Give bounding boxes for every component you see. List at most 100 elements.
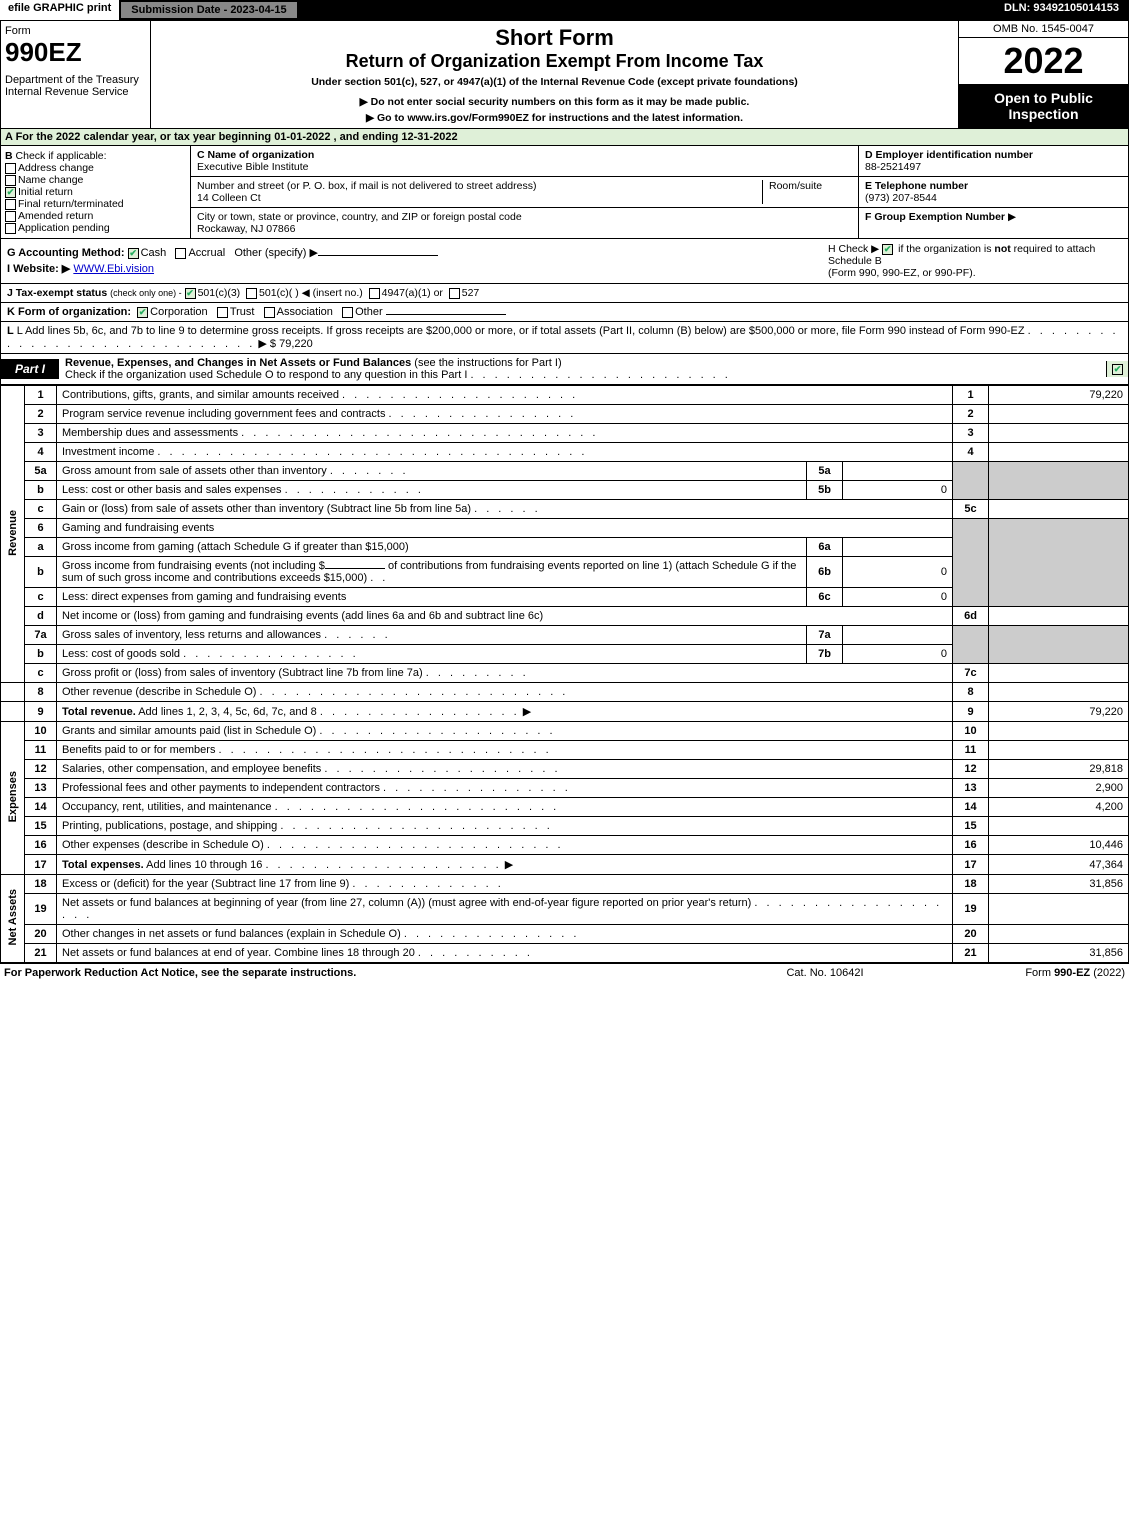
k-other-blank[interactable] <box>386 314 506 315</box>
ln-6-t: Gaming and fundraising events <box>57 519 953 538</box>
ln-17-n: 17 <box>25 855 57 875</box>
section-l: L L Add lines 5b, 6c, and 7b to line 9 t… <box>0 322 1129 354</box>
ln-10-rn: 10 <box>953 722 989 741</box>
ln-6d-n: d <box>25 607 57 626</box>
f-label: F Group Exemption Number <box>865 211 1005 223</box>
row-11: 11 Benefits paid to or for members . . .… <box>1 741 1129 760</box>
ln-7a-t: Gross sales of inventory, less returns a… <box>62 629 321 641</box>
c-city: Rockaway, NJ 07866 <box>197 223 295 235</box>
subtitle-1: Under section 501(c), 527, or 4947(a)(1)… <box>155 76 954 88</box>
ln-6d-rn: 6d <box>953 607 989 626</box>
ln-21-rn: 21 <box>953 944 989 963</box>
b-item-3: Final return/terminated <box>18 198 124 210</box>
part-i-check-line: Check if the organization used Schedule … <box>65 369 467 381</box>
header-mid: Short Form Return of Organization Exempt… <box>151 21 958 128</box>
ln-18-t: Excess or (deficit) for the year (Subtra… <box>62 878 349 890</box>
ln-6a-sub: 6a <box>807 538 843 557</box>
ln-19-t: Net assets or fund balances at beginning… <box>62 897 751 909</box>
chk-other-org[interactable] <box>342 307 353 318</box>
ln-16-amt: 10,446 <box>989 836 1129 855</box>
row-7a: 7a Gross sales of inventory, less return… <box>1 626 1129 645</box>
part-i-check[interactable] <box>1106 361 1128 377</box>
side-blank-1 <box>1 683 25 702</box>
chk-accrual[interactable] <box>175 248 186 259</box>
ln-4-n: 4 <box>25 443 57 462</box>
ln-6a-t: Gross income from gaming (attach Schedul… <box>62 541 409 553</box>
chk-assoc[interactable] <box>264 307 275 318</box>
chk-501c3[interactable] <box>185 288 196 299</box>
row-20: 20 Other changes in net assets or fund b… <box>1 925 1129 944</box>
ln-6b-n: b <box>25 557 57 588</box>
ln-5ab-shade-amt <box>989 462 1129 500</box>
ln-5a-n: 5a <box>25 462 57 481</box>
k-label: K Form of organization: <box>7 306 131 318</box>
ln-6-n: 6 <box>25 519 57 538</box>
footer-right-pre: Form <box>1025 967 1054 979</box>
b-item-1: Name change <box>18 174 83 186</box>
row-18: Net Assets 18 Excess or (deficit) for th… <box>1 875 1129 894</box>
ln-2-n: 2 <box>25 405 57 424</box>
row-14: 14 Occupancy, rent, utilities, and maint… <box>1 798 1129 817</box>
ln-16-t: Other expenses (describe in Schedule O) <box>62 839 264 851</box>
chk-name-change[interactable] <box>5 175 16 186</box>
l-value: 79,220 <box>279 338 313 350</box>
chk-application-pending[interactable] <box>5 223 16 234</box>
b-item-5: Application pending <box>18 222 110 234</box>
chk-address-change[interactable] <box>5 163 16 174</box>
ln-5c-n: c <box>25 500 57 519</box>
irs-link[interactable]: www.irs.gov/Form990EZ <box>407 112 529 124</box>
chk-h[interactable] <box>882 244 893 255</box>
chk-corp[interactable] <box>137 307 148 318</box>
ln-6c-subamt: 0 <box>843 588 953 607</box>
ln-21-t: Net assets or fund balances at end of ye… <box>62 947 415 959</box>
row-19: 19 Net assets or fund balances at beginn… <box>1 894 1129 925</box>
ln-10-n: 10 <box>25 722 57 741</box>
ln-8-n: 8 <box>25 683 57 702</box>
lines-table: Revenue 1 Contributions, gifts, grants, … <box>0 385 1129 963</box>
e-phone: (973) 207-8544 <box>865 192 937 204</box>
ln-18-rn: 18 <box>953 875 989 894</box>
chk-527[interactable] <box>449 288 460 299</box>
subtitle-2: ▶ Do not enter social security numbers o… <box>155 96 954 108</box>
chk-amended-return[interactable] <box>5 211 16 222</box>
g-other: Other (specify) ▶ <box>234 247 318 259</box>
ln-5b-sub: 5b <box>807 481 843 500</box>
ln-19-rn: 19 <box>953 894 989 925</box>
chk-4947[interactable] <box>369 288 380 299</box>
ln-13-t: Professional fees and other payments to … <box>62 782 380 794</box>
website-link[interactable]: WWW.Ebi.vision <box>73 263 154 275</box>
chk-501c[interactable] <box>246 288 257 299</box>
g-other-blank[interactable] <box>318 255 438 256</box>
c-org-name: Executive Bible Institute <box>197 161 308 173</box>
side-revenue: Revenue <box>1 386 25 683</box>
chk-final-return[interactable] <box>5 199 16 210</box>
part-i-title-b: Revenue, Expenses, and Changes in Net As… <box>65 357 411 369</box>
ln-6d-t: Net income or (loss) from gaming and fun… <box>57 607 953 626</box>
ln-1-t: Contributions, gifts, grants, and simila… <box>62 389 339 401</box>
part-i-tab: Part I <box>1 359 59 379</box>
h-text4: (Form 990, 990-EZ, or 990-PF). <box>828 267 976 279</box>
h-text2: if the organization is <box>898 243 994 255</box>
ln-17-amt: 47,364 <box>989 855 1129 875</box>
ln-15-t: Printing, publications, postage, and shi… <box>62 820 277 832</box>
ln-6b-blank[interactable] <box>325 568 385 569</box>
top-bar: efile GRAPHIC print Submission Date - 20… <box>0 0 1129 20</box>
dln-label: DLN: 93492105014153 <box>994 0 1129 20</box>
b-check-label: Check if applicable: <box>16 150 107 162</box>
h-not: not <box>994 243 1010 255</box>
form-header: Form 990EZ Department of the Treasury In… <box>0 20 1129 129</box>
ln-7c-t: Gross profit or (loss) from sales of inv… <box>62 667 423 679</box>
chk-trust[interactable] <box>217 307 228 318</box>
chk-initial-return[interactable] <box>5 187 16 198</box>
page-footer: For Paperwork Reduction Act Notice, see … <box>0 963 1129 982</box>
chk-cash[interactable] <box>128 248 139 259</box>
header-left: Form 990EZ Department of the Treasury In… <box>1 21 151 128</box>
ln-2-amt <box>989 405 1129 424</box>
ln-1-n: 1 <box>25 386 57 405</box>
h-text1: H Check ▶ <box>828 243 879 255</box>
l-arrow: ▶ $ <box>258 338 276 350</box>
omb-number: OMB No. 1545-0047 <box>959 21 1128 38</box>
ln-12-t: Salaries, other compensation, and employ… <box>62 763 321 775</box>
i-label: I Website: ▶ <box>7 263 70 275</box>
dept-label: Department of the Treasury <box>5 74 146 86</box>
